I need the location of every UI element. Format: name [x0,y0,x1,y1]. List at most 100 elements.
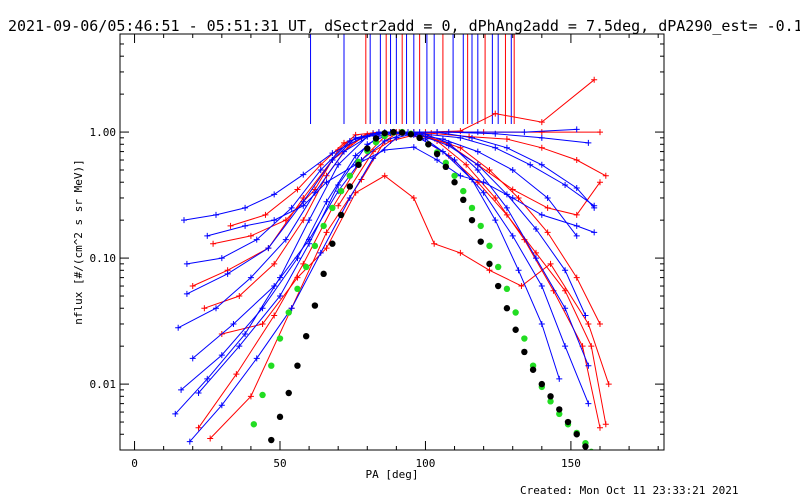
series-blue-15 [195,130,563,397]
series-line [209,131,607,439]
data-point [556,375,563,382]
data-point [562,305,569,312]
data-point [602,172,609,179]
fit-point [451,179,458,186]
fit-point [512,326,519,333]
fit-point [294,362,301,369]
data-point [288,204,295,211]
data-point [486,267,493,274]
data-point [178,386,185,393]
data-point [480,189,487,196]
data-point [544,229,551,236]
fit-point [268,362,275,369]
data-point [352,134,359,141]
series-blue-16 [181,129,598,224]
y-tick-label: 1.00 [90,126,117,139]
fit-point [259,391,266,399]
data-point [236,293,243,300]
fit-point [302,263,310,271]
data-point [533,226,539,233]
data-point [410,194,417,201]
series-line [192,131,595,359]
fit-point [460,196,467,204]
fit-point [573,431,580,438]
data-point [218,402,225,409]
data-point [335,161,342,168]
data-point [300,217,307,224]
fit-point [529,366,537,373]
fit-point [329,204,336,212]
fit-point [311,302,319,309]
series-line [183,131,595,221]
data-point [201,305,208,312]
data-point [265,245,272,252]
fit-point [262,451,268,457]
data-point [213,211,219,218]
created-timestamp: Created: Mon Oct 11 23:33:21 2021 [520,484,739,497]
fit-point [503,285,511,293]
data-point [474,161,481,168]
fit-point [337,187,345,195]
fit-point [337,211,345,219]
data-point [323,198,330,205]
data-point [538,119,545,126]
data-point [492,217,499,224]
data-point [434,157,441,164]
series-black-19 [262,128,589,457]
data-point [474,148,481,155]
data-point [300,198,307,205]
data-point [573,184,580,191]
data-point [597,424,603,431]
series-line [177,128,577,329]
fit-point [477,222,484,230]
data-point [323,245,330,252]
data-point [533,249,539,256]
fit-point [285,389,292,397]
plot-area [172,34,612,457]
data-point [591,229,598,236]
data-point [227,222,234,229]
data-point [533,255,539,262]
series-red-2 [201,129,603,312]
fit-point [364,145,371,152]
fit-point [503,305,511,312]
data-point [573,222,580,229]
fit-point [477,238,484,245]
data-point [457,134,464,141]
fit-point [398,129,406,136]
data-point [509,167,516,173]
data-point [186,438,193,445]
data-point [253,236,260,243]
data-point [605,381,612,388]
data-point [544,194,551,201]
data-point [262,211,269,218]
series-line [207,146,595,237]
fit-point [494,263,502,271]
data-point [317,161,324,168]
data-point [538,129,545,136]
data-point [486,167,493,173]
data-point [218,352,225,359]
fit-point [538,380,546,388]
data-point [311,189,318,196]
fit-point [390,128,397,136]
series-line [221,175,610,385]
data-point [509,232,516,239]
data-point [597,129,603,136]
fit-point [346,183,354,190]
data-point [381,172,388,179]
fit-point [320,270,327,278]
data-point [562,267,569,274]
data-point [585,362,592,369]
y-axis-label: nflux [#/(cm^2 s sr MeV)] [72,159,85,325]
data-point [204,375,211,382]
data-point [323,179,330,186]
data-point [492,144,499,151]
data-point [317,167,324,173]
data-point [230,320,237,327]
fit-point [486,260,493,268]
data-point [172,410,179,417]
fit-point [276,335,284,342]
data-point [544,204,551,211]
data-point [271,217,278,224]
